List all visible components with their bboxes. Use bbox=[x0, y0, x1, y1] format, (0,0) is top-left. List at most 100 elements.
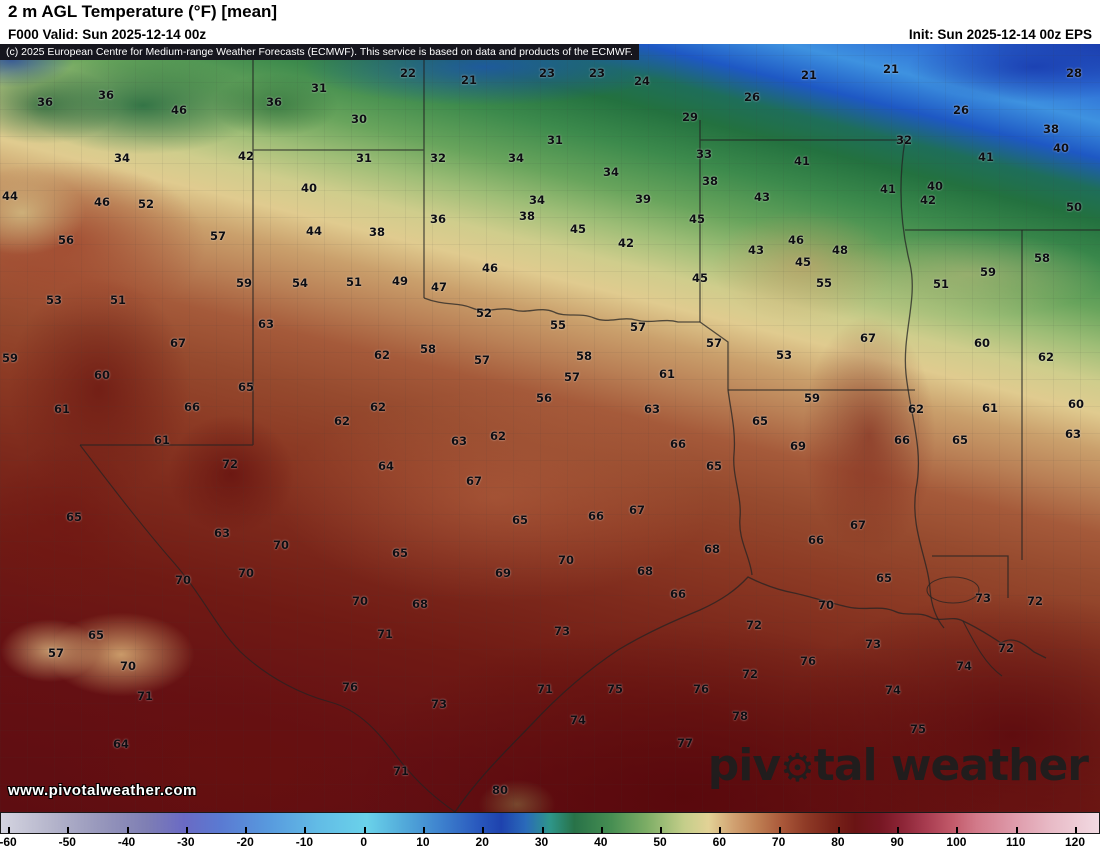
station-value: 65 bbox=[65, 510, 83, 524]
station-value: 72 bbox=[1026, 594, 1044, 608]
station-value: 31 bbox=[546, 133, 564, 147]
station-value: 73 bbox=[864, 637, 882, 651]
station-value: 57 bbox=[629, 320, 647, 334]
station-value: 21 bbox=[800, 68, 818, 82]
colorbar-tick bbox=[245, 827, 248, 833]
station-value: 75 bbox=[606, 682, 624, 696]
station-value: 46 bbox=[481, 261, 499, 275]
station-value: 46 bbox=[170, 103, 188, 117]
station-value: 38 bbox=[701, 174, 719, 188]
station-value: 61 bbox=[981, 401, 999, 415]
colorbar-tick bbox=[956, 827, 959, 833]
colorbar-tick bbox=[719, 827, 722, 833]
station-value: 58 bbox=[419, 342, 437, 356]
station-value: 21 bbox=[460, 73, 478, 87]
colorbar-tick bbox=[422, 827, 425, 833]
station-value: 65 bbox=[875, 571, 893, 585]
colorbar-tick bbox=[126, 827, 129, 833]
station-value: 52 bbox=[475, 306, 493, 320]
logo-text-right: tal weather bbox=[813, 740, 1089, 791]
station-value: 36 bbox=[429, 212, 447, 226]
station-value: 39 bbox=[634, 192, 652, 206]
station-value: 61 bbox=[53, 402, 71, 416]
station-value: 36 bbox=[265, 95, 283, 109]
station-value: 76 bbox=[341, 680, 359, 694]
station-value: 33 bbox=[695, 147, 713, 161]
station-value: 45 bbox=[569, 222, 587, 236]
station-value: 56 bbox=[535, 391, 553, 405]
station-value: 71 bbox=[376, 627, 394, 641]
station-value: 40 bbox=[1052, 141, 1070, 155]
station-value: 73 bbox=[430, 697, 448, 711]
station-value: 46 bbox=[787, 233, 805, 247]
station-value: 43 bbox=[747, 243, 765, 257]
station-value: 74 bbox=[569, 713, 587, 727]
station-value: 58 bbox=[575, 349, 593, 363]
station-value: 74 bbox=[955, 659, 973, 673]
station-value: 70 bbox=[351, 594, 369, 608]
station-value: 48 bbox=[831, 243, 849, 257]
station-value: 66 bbox=[669, 437, 687, 451]
station-value: 62 bbox=[907, 402, 925, 416]
station-value: 68 bbox=[636, 564, 654, 578]
station-value: 44 bbox=[305, 224, 323, 238]
watermark-url: www.pivotalweather.com bbox=[8, 782, 197, 799]
station-value: 45 bbox=[794, 255, 812, 269]
station-value: 29 bbox=[681, 110, 699, 124]
station-value: 49 bbox=[391, 274, 409, 288]
colorbar-tick bbox=[1015, 827, 1018, 833]
station-value: 34 bbox=[528, 193, 546, 207]
station-value: 36 bbox=[97, 88, 115, 102]
station-value: 74 bbox=[884, 683, 902, 697]
station-value: 51 bbox=[345, 275, 363, 289]
station-value: 67 bbox=[169, 336, 187, 350]
station-value: 62 bbox=[373, 348, 391, 362]
station-value: 65 bbox=[237, 380, 255, 394]
station-value: 71 bbox=[392, 764, 410, 778]
colorbar-tick-label: 60 bbox=[712, 835, 727, 849]
station-value: 67 bbox=[849, 518, 867, 532]
station-value: 63 bbox=[450, 434, 468, 448]
colorbar-tick bbox=[304, 827, 307, 833]
station-value: 63 bbox=[643, 402, 661, 416]
station-value: 72 bbox=[997, 641, 1015, 655]
station-value: 66 bbox=[893, 433, 911, 447]
station-value: 62 bbox=[369, 400, 387, 414]
station-value: 64 bbox=[377, 459, 395, 473]
station-value: 38 bbox=[518, 209, 536, 223]
station-value: 26 bbox=[952, 103, 970, 117]
station-value: 77 bbox=[676, 736, 694, 750]
station-value: 68 bbox=[703, 542, 721, 556]
station-value: 40 bbox=[300, 181, 318, 195]
station-value: 40 bbox=[926, 179, 944, 193]
station-value: 34 bbox=[602, 165, 620, 179]
station-value: 30 bbox=[350, 112, 368, 126]
station-value: 67 bbox=[628, 503, 646, 517]
station-value: 60 bbox=[93, 368, 111, 382]
station-value: 34 bbox=[507, 151, 525, 165]
gear-icon: ⚙ bbox=[780, 746, 815, 791]
station-value: 57 bbox=[473, 353, 491, 367]
init-time: Init: Sun 2025-12-14 00z EPS bbox=[908, 26, 1092, 42]
colorbar-tick-label: 10 bbox=[416, 835, 430, 849]
station-value: 65 bbox=[951, 433, 969, 447]
station-value: 36 bbox=[36, 95, 54, 109]
station-value: 53 bbox=[775, 348, 793, 362]
station-value: 34 bbox=[113, 151, 131, 165]
station-value: 70 bbox=[557, 553, 575, 567]
valid-time: F000 Valid: Sun 2025-12-14 00z bbox=[8, 26, 207, 42]
colorbar-tick-label: -60 bbox=[0, 835, 17, 849]
station-value: 43 bbox=[753, 190, 771, 204]
pivotal-weather-logo: piv⚙tal weather bbox=[708, 744, 1089, 791]
station-value: 23 bbox=[538, 66, 556, 80]
station-value: 63 bbox=[257, 317, 275, 331]
station-value: 69 bbox=[789, 439, 807, 453]
station-value: 54 bbox=[291, 276, 309, 290]
station-value: 32 bbox=[429, 151, 447, 165]
colorbar-tick bbox=[67, 827, 70, 833]
station-value: 65 bbox=[705, 459, 723, 473]
station-value: 70 bbox=[174, 573, 192, 587]
station-value: 60 bbox=[1067, 397, 1085, 411]
station-value: 26 bbox=[743, 90, 761, 104]
